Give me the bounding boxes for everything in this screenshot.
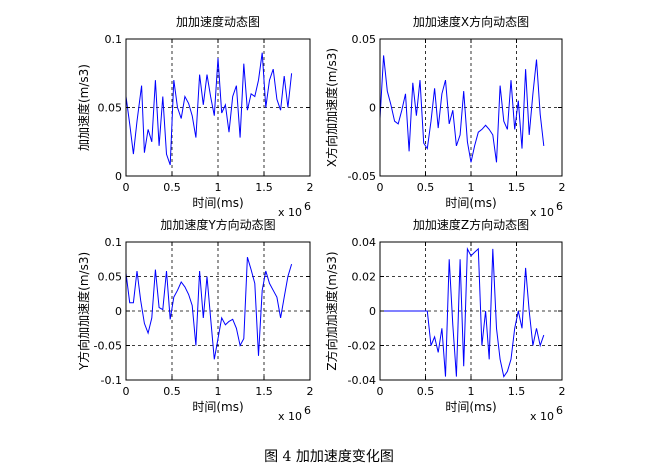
chart-panel-2: 0 0.5 1 1.5 2-0.0500.05加加速度X方向动态图时间(ms)X方向加加… (324, 14, 566, 219)
x-exponent-label: x 10 (530, 206, 554, 219)
y-tick-label: 0.05 (98, 271, 123, 284)
x-tick-label: 0.5 (163, 181, 181, 194)
x-exponent-label: x 10 (530, 410, 554, 423)
x-tick-label: 2 (559, 181, 566, 194)
y-tick-label: 0 (369, 305, 376, 318)
x-exponent-power: 6 (556, 404, 563, 417)
x-tick-label: 0 (123, 181, 130, 194)
y-tick-label: -0.05 (94, 340, 122, 353)
x-tick-label: 1 (215, 181, 222, 194)
series-line (380, 246, 545, 378)
x-tick-label: 0 (377, 385, 384, 398)
x-tick-label: 1.5 (255, 181, 273, 194)
y-tick-label: 0 (115, 170, 122, 183)
x-tick-label: 2 (559, 385, 566, 398)
x-tick-label: 0.5 (417, 385, 435, 398)
x-tick-label: 0.5 (163, 385, 181, 398)
x-tick-label: 2 (307, 181, 314, 194)
y-axis-label: Y方向加加速度(m/s3) (76, 252, 91, 371)
x-axis-label: 时间(ms) (445, 400, 496, 414)
x-tick-label: 1 (215, 385, 222, 398)
x-tick-label: 0 (377, 181, 384, 194)
x-tick-label: 2 (307, 385, 314, 398)
y-tick-label: 0.04 (352, 236, 377, 249)
chart-title: 加加速度动态图 (176, 14, 260, 29)
chart-panel-4: 0 0.5 1 1.5 2 -0.04 -0.02 0 0.02 0.04 加加速度Z方向动态图时间… (324, 217, 566, 423)
chart-panel-3: 0 0.5 1 1.5 2 -0.1 -0.05 0 0.05 0.1 加加速度Y方向动态图时间(m… (76, 217, 314, 423)
series-line (125, 52, 293, 166)
y-axis-label: X方向加加速度(m/s3) (324, 48, 339, 167)
y-tick-label: 0.1 (105, 33, 123, 46)
chart-title: 加加速度X方向动态图 (413, 14, 529, 29)
y-tick-label: -0.02 (348, 340, 376, 353)
x-axis-label: 时间(ms) (192, 400, 243, 414)
x-tick-label: 1 (468, 385, 475, 398)
y-tick-label: 0.05 (352, 33, 377, 46)
y-tick-label: -0.1 (101, 374, 122, 387)
x-tick-label: 1.5 (508, 181, 526, 194)
chart-title: 加加速度Z方向动态图 (413, 217, 529, 232)
x-tick-label: 1 (468, 181, 475, 194)
x-exponent-label: x 10 (278, 410, 302, 423)
chart-title: 加加速度Y方向动态图 (160, 217, 275, 232)
series-line (125, 257, 293, 360)
figure-caption: 图 4 加加速度变化图 (264, 449, 394, 465)
y-tick-label: 0.02 (352, 271, 377, 284)
y-axis-label: Z方向加加速度(m/s3) (324, 251, 339, 370)
x-exponent-power: 6 (304, 200, 311, 213)
x-exponent-power: 6 (304, 404, 311, 417)
x-axis-label: 时间(ms) (192, 196, 243, 210)
x-exponent-label: x 10 (278, 206, 302, 219)
y-tick-label: 0.05 (98, 102, 123, 115)
x-tick-label: 0.5 (417, 181, 435, 194)
y-tick-label: -0.05 (348, 170, 376, 183)
x-exponent-power: 6 (556, 200, 563, 213)
y-tick-label: 0 (115, 305, 122, 318)
x-tick-label: 0 (123, 385, 130, 398)
series-line (379, 55, 545, 163)
y-axis-label: 加加速度(m/s3) (76, 64, 91, 151)
x-tick-label: 1.5 (508, 385, 526, 398)
y-tick-label: 0.1 (105, 236, 123, 249)
y-tick-label: 0 (369, 102, 376, 115)
x-tick-label: 1.5 (255, 385, 273, 398)
x-axis-label: 时间(ms) (445, 196, 496, 210)
y-tick-label: -0.04 (348, 374, 376, 387)
